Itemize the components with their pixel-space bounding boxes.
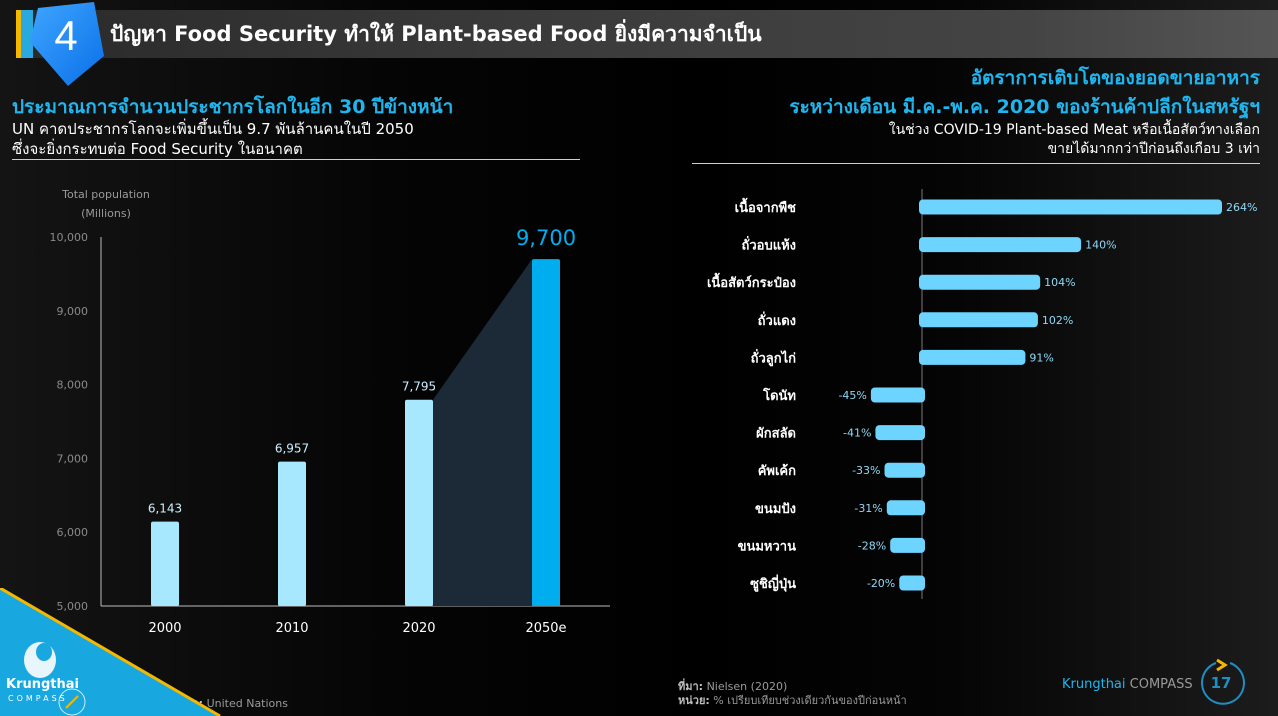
source-value: United Nations <box>206 697 288 710</box>
section-badge <box>30 2 104 86</box>
source-label: ที่มา: <box>678 680 704 693</box>
bar-2020 <box>405 399 433 606</box>
category-label: ซูชิญี่ปุ่น <box>750 574 796 592</box>
brand-part1: Krungthai <box>1062 677 1126 692</box>
page-title: ปัญหา Food Security ทำให้ Plant-based Fo… <box>110 22 762 46</box>
hbar-7 <box>884 462 925 478</box>
y-tick-label: 7,000 <box>57 452 89 465</box>
bar-2000 <box>151 521 179 606</box>
right-chart-subtitle: ในช่วง COVID-19 Plant-based Meat หรือเนื… <box>889 121 1260 159</box>
hbar-3 <box>919 312 1038 328</box>
unit-label: หน่วย: <box>678 694 710 707</box>
page-circle-icon <box>1201 658 1245 705</box>
footer-brand: Krungthai COMPASS <box>1062 677 1193 692</box>
left-chart-heading: ประมาณการจำนวนประชากรโลกในอีก 30 ปีข้างห… <box>12 96 454 118</box>
hbar-value-label: -20% <box>867 577 895 590</box>
left-subtitle-line1: UN คาดประชากรโลกจะเพิ่มขึ้นเป็น 9.7 พันล… <box>12 120 414 138</box>
title-accent-blue <box>21 10 33 58</box>
bar-2010 <box>278 461 306 606</box>
right-subtitle-line2: ขายได้มากกว่าปีก่อนถึงเกือบ 3 เท่า <box>1047 141 1260 157</box>
title-accent-yellow <box>16 10 21 58</box>
x-tick-label: 2000 <box>148 621 181 636</box>
bar-value-label: 7,795 <box>402 380 436 394</box>
x-tick-label: 2010 <box>275 621 308 636</box>
right-subtitle-line1: ในช่วง COVID-19 Plant-based Meat หรือเนื… <box>888 122 1260 138</box>
hbar-value-label: -45% <box>838 389 866 402</box>
hbar-value-label: 102% <box>1042 314 1073 327</box>
category-label: เนื้อจากพืช <box>735 197 796 216</box>
bar-2050e <box>532 259 560 606</box>
hbar-9 <box>890 537 925 553</box>
hbar-value-label: 140% <box>1085 239 1116 252</box>
bar-value-label: 9,700 <box>516 226 576 250</box>
hbar-6 <box>875 425 925 441</box>
hbar-0 <box>919 199 1222 215</box>
left-divider <box>12 159 580 160</box>
category-label: คัพเค้ก <box>758 463 796 479</box>
corner-logo-panel <box>0 588 221 716</box>
population-chart: Total population (Millions) 5,000 6,000 7,… <box>50 188 610 636</box>
x-tick-label: 2050e <box>525 621 566 636</box>
right-source: ที่มา: Nielsen (2020) หน่วย: % เปรียบเที… <box>678 680 907 708</box>
hbar-1 <box>919 237 1082 253</box>
category-label: ถั่วอบแห้ง <box>741 236 796 254</box>
hbar-4 <box>919 349 1026 365</box>
hbar-value-label: -31% <box>854 502 882 515</box>
y-axis-label-line1: Total population <box>61 188 150 201</box>
right-divider <box>692 163 1260 164</box>
category-label: โดนัท <box>762 387 796 404</box>
y-tick-label: 8,000 <box>57 379 89 392</box>
y-tick-label: 5,000 <box>57 600 89 613</box>
title-bar <box>16 10 1278 58</box>
logo-text-krungthai: Krungthai <box>6 677 79 692</box>
brand-part2: COMPASS <box>1129 677 1193 692</box>
category-label: เนื้อสัตว์กระป๋อง <box>707 272 796 291</box>
sales-growth-chart: เนื้อจากพืช 264% ถั่วอบแห้ง 140% เนื้อสัตว์ก… <box>707 189 1257 599</box>
hbar-value-label: -41% <box>843 427 871 440</box>
right-chart-heading: อัตราการเติบโตของยอดขายอาหาร ระหว่างเดือ… <box>789 64 1260 122</box>
hbar-10 <box>899 575 925 591</box>
y-tick-label: 10,000 <box>50 231 89 244</box>
growth-shade <box>433 259 532 606</box>
bar-value-label: 6,957 <box>275 442 309 456</box>
hbar-8 <box>886 500 925 516</box>
category-label: ขนมปัง <box>755 502 796 517</box>
hbar-5 <box>870 387 925 403</box>
category-label: ถั่วแดง <box>758 311 796 329</box>
right-heading-line2: ระหว่างเดือน มี.ค.-พ.ค. 2020 ของร้านค้าป… <box>789 96 1260 118</box>
section-number: 4 <box>54 12 78 59</box>
compass-icon <box>58 688 86 716</box>
krungthai-bird-icon <box>24 642 56 678</box>
y-tick-label: 6,000 <box>57 526 89 539</box>
x-tick-label: 2020 <box>402 621 435 636</box>
page-number: 17 <box>1210 674 1232 692</box>
hbar-value-label: -33% <box>852 464 880 477</box>
logo-text-compass: COMPASS <box>8 694 68 703</box>
hbar-value-label: 104% <box>1044 276 1075 289</box>
hbar-2 <box>919 274 1041 290</box>
y-tick-label: 9,000 <box>57 305 89 318</box>
hbar-value-label: 91% <box>1029 351 1053 364</box>
category-label: ผักสลัด <box>756 427 796 442</box>
hbar-value-label: 264% <box>1226 201 1257 214</box>
unit-value: % เปรียบเทียบช่วงเดียวกันของปีก่อนหน้า <box>713 694 907 707</box>
left-chart-subtitle: UN คาดประชากรโลกจะเพิ่มขึ้นเป็น 9.7 พันล… <box>12 119 414 159</box>
right-heading-line1: อัตราการเติบโตของยอดขายอาหาร <box>970 67 1260 89</box>
left-subtitle-line2: ซึ่งจะยิ่งกระทบต่อ Food Security ในอนาคต <box>12 140 303 158</box>
category-label: ถั่วลูกไก่ <box>751 348 797 366</box>
y-axis-label-line2: (Millions) <box>81 207 131 220</box>
hbar-value-label: -28% <box>858 539 886 552</box>
bar-value-label: 6,143 <box>148 502 182 516</box>
category-label: ขนมหวาน <box>738 539 797 554</box>
source-value: Nielsen (2020) <box>706 680 788 693</box>
